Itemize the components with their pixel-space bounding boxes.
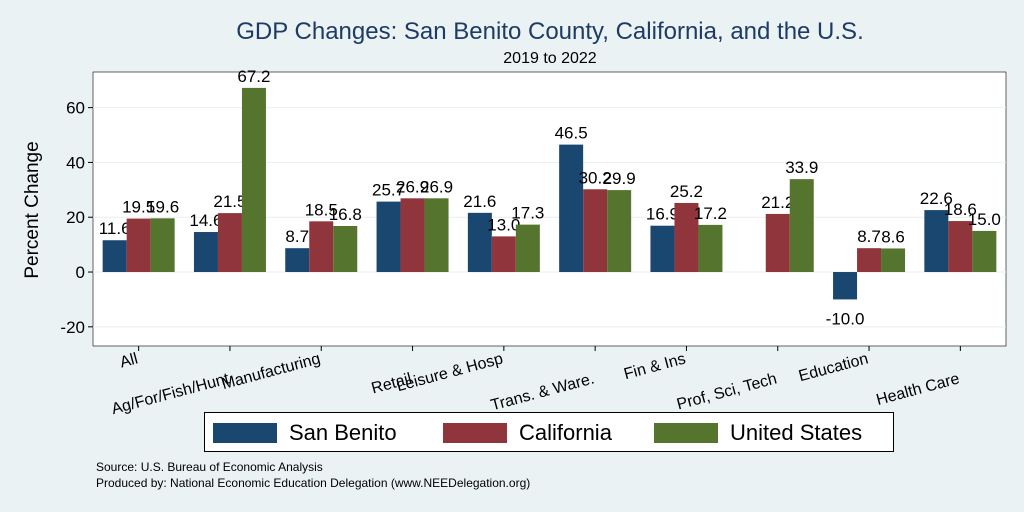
data-label: 14.6 (189, 211, 222, 230)
data-label: 22.6 (920, 189, 953, 208)
data-label: 17.3 (511, 204, 544, 223)
legend-label-united-states: United States (730, 420, 863, 445)
bar (150, 218, 175, 273)
bar (583, 189, 608, 273)
data-label: 16.8 (329, 205, 362, 224)
data-label: 18.5 (305, 200, 338, 219)
data-label: 33.9 (785, 158, 818, 177)
legend-label-california: California (519, 420, 612, 445)
data-label: 13.0 (487, 215, 520, 234)
chart-subtitle: 2019 to 2022 (503, 50, 597, 67)
x-tick-label: Trans. & Ware. (489, 370, 596, 414)
bar (674, 202, 699, 273)
data-label: 21.5 (213, 192, 246, 211)
data-label: 21.6 (463, 192, 496, 211)
x-tick-label: Prof, Sci, Tech (675, 370, 779, 413)
x-tick-label: Ag/For/Fish/Hunt (110, 370, 232, 418)
data-label: 11.6 (99, 219, 131, 238)
bar (491, 236, 516, 273)
bar (217, 213, 242, 273)
bar (789, 179, 814, 273)
y-tick-label: 40 (66, 153, 85, 172)
bar (102, 240, 127, 273)
legend-swatch-united-states (654, 423, 718, 443)
footer-produced-by: Produced by: National Economic Education… (96, 476, 531, 490)
footer-source: Source: U.S. Bureau of Economic Analysis (96, 460, 323, 474)
data-label: 8.7 (285, 227, 309, 246)
bar (241, 87, 266, 273)
y-tick-label: 20 (66, 208, 85, 227)
data-label: 46.5 (555, 124, 588, 143)
data-label: 25.7 (372, 181, 405, 200)
data-label: 30.2 (579, 168, 612, 187)
bar (881, 248, 906, 273)
data-label: 17.2 (694, 204, 727, 223)
bar (309, 221, 334, 273)
data-label: 19.6 (146, 197, 179, 216)
data-label: 29.9 (603, 169, 636, 188)
data-label: 8.7 (857, 227, 881, 246)
bar (607, 190, 632, 273)
legend: San Benito California United States (204, 412, 894, 452)
bar (972, 230, 997, 273)
legend-swatch-california (443, 423, 507, 443)
bar (333, 225, 358, 273)
bar (765, 213, 790, 273)
chart-title: GDP Changes: San Benito County, Californ… (236, 18, 864, 45)
bar (515, 224, 540, 273)
data-label: 67.2 (237, 67, 270, 86)
y-tick-label: -20 (60, 318, 85, 337)
bar (948, 221, 973, 273)
bar (424, 198, 449, 273)
legend-label-san-benito: San Benito (289, 420, 397, 445)
y-tick-label: 0 (76, 263, 85, 282)
x-tick-label: Manufacturing (220, 350, 322, 393)
data-label: 19.5 (122, 198, 155, 217)
data-label: 15.0 (968, 210, 1001, 229)
x-tick-label: All (118, 350, 140, 371)
legend-swatch-san-benito (213, 423, 277, 443)
x-tick-label: Health Care (875, 370, 962, 409)
x-tick-label: Fin & Ins (622, 350, 687, 383)
x-tick-label: Leisure & Hosp (395, 350, 505, 395)
bar (559, 144, 584, 273)
data-label: 21.2 (761, 193, 794, 212)
bar (126, 218, 151, 273)
legend-item-california: California (443, 420, 612, 446)
x-tick-label: Education (797, 350, 870, 385)
y-tick-label: 60 (66, 99, 85, 118)
data-label: 16.9 (646, 205, 679, 224)
bar (924, 210, 949, 273)
legend-item-san-benito: San Benito (213, 420, 397, 446)
bar (467, 212, 492, 273)
data-label: 26.9 (420, 177, 453, 196)
bar (650, 225, 675, 273)
data-label: -10.0 (826, 309, 865, 328)
bar (833, 272, 858, 300)
data-label: 18.6 (944, 200, 977, 219)
bar (400, 198, 425, 273)
data-label: 8.6 (881, 227, 905, 246)
data-label: 25.2 (670, 182, 703, 201)
data-label: 26.9 (396, 177, 429, 196)
bar (193, 232, 218, 273)
bar (698, 224, 723, 273)
bar (376, 201, 401, 273)
bar (857, 248, 882, 273)
bar (285, 248, 310, 273)
legend-item-united-states: United States (654, 420, 862, 446)
